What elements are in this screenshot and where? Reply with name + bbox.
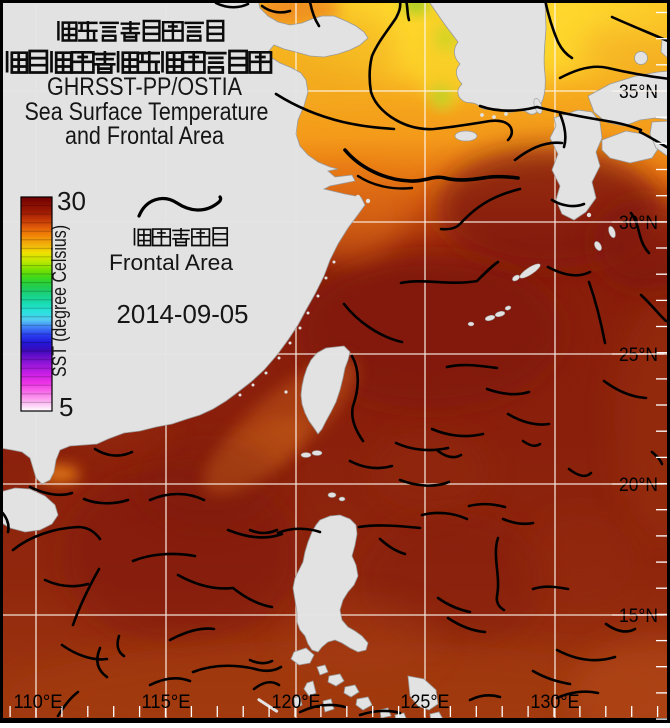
svg-text:25°N: 25°N <box>619 344 658 366</box>
svg-text:35°N: 35°N <box>619 81 658 103</box>
svg-text:2014-09-05: 2014-09-05 <box>117 299 249 329</box>
svg-text:30°N: 30°N <box>619 212 658 234</box>
svg-text:5: 5 <box>59 392 73 422</box>
svg-text:110°E: 110°E <box>14 691 63 713</box>
svg-text:GHRSST-PP/OSTIA: GHRSST-PP/OSTIA <box>47 73 242 101</box>
svg-text:120°E: 120°E <box>272 691 321 713</box>
svg-text:115°E: 115°E <box>142 691 191 713</box>
svg-text:125°E: 125°E <box>401 691 450 713</box>
svg-text:Frontal Area: Frontal Area <box>109 250 234 275</box>
svg-text:and Frontal Area: and Frontal Area <box>65 122 224 150</box>
svg-text:Sea Surface Temperature: Sea Surface Temperature <box>25 98 269 126</box>
svg-text:20°N: 20°N <box>619 474 658 496</box>
svg-text:15°N: 15°N <box>619 605 658 627</box>
svg-text:130°E: 130°E <box>531 691 580 713</box>
svg-text:SST (degree Celsius): SST (degree Celsius) <box>49 225 71 377</box>
svg-text:30: 30 <box>57 186 86 216</box>
